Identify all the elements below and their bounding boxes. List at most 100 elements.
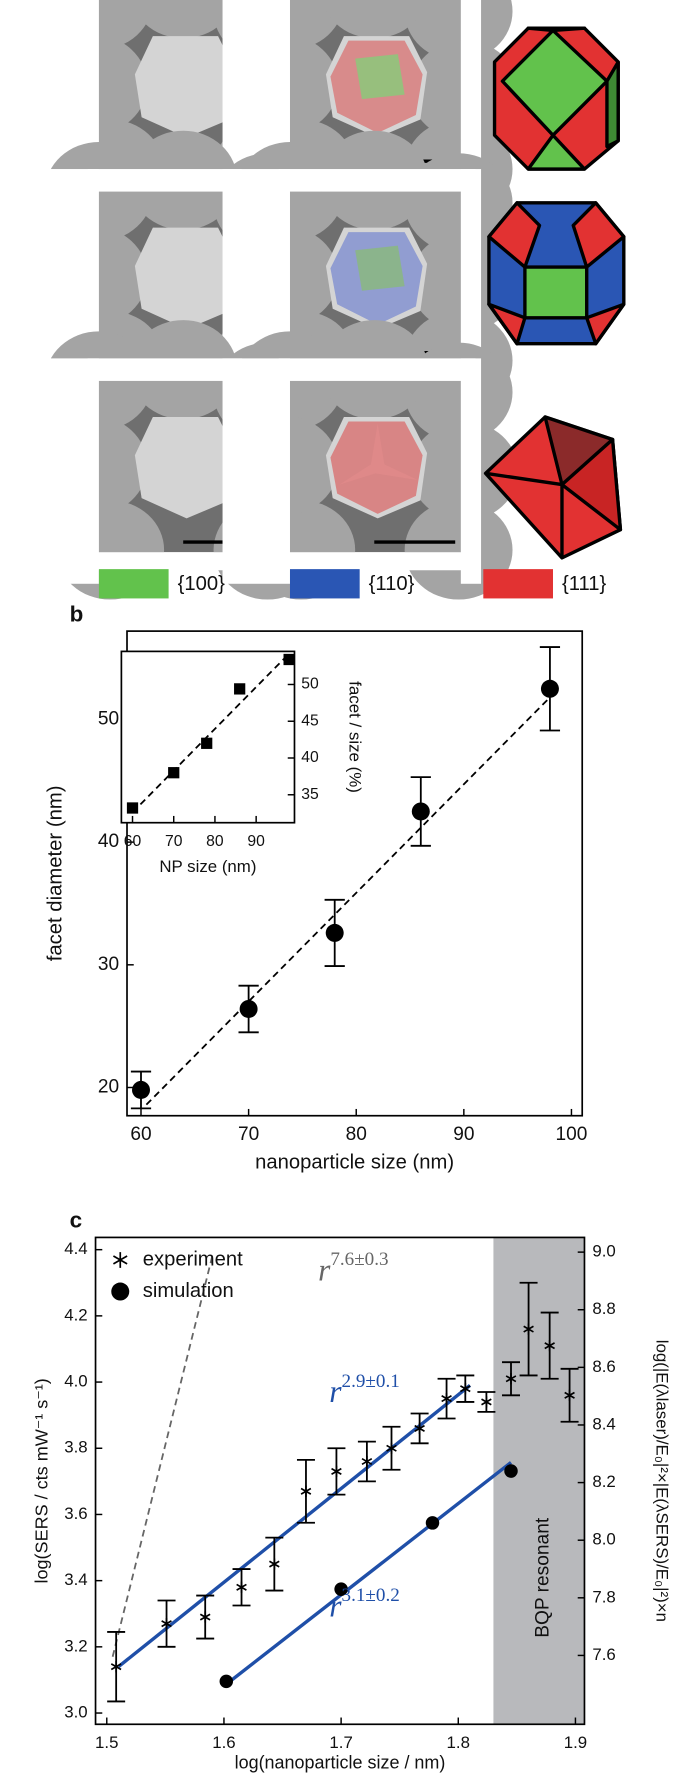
particle — [134, 227, 237, 330]
facet-overlay-center — [355, 245, 405, 291]
y-tick-label: 4.0 — [64, 1372, 87, 1391]
data-point — [540, 679, 559, 698]
y2-tick-label: 8.6 — [592, 1357, 615, 1376]
annotation-exponent: 2.9±0.1 — [342, 1371, 400, 1392]
annotation: r2.9±0.1 — [329, 1371, 399, 1409]
shade-label: BQP resonant — [533, 1517, 554, 1638]
polyhedron-facet — [523, 265, 589, 320]
legend-swatch — [483, 569, 553, 599]
x-tick-label: 1.8 — [447, 1733, 470, 1752]
annotation: r7.6±0.3 — [318, 1249, 388, 1287]
data-point — [132, 1080, 150, 1099]
x-tick-label: 1.5 — [95, 1733, 118, 1752]
polyhedron-facet — [560, 437, 623, 532]
y2-tick-label: 7.8 — [592, 1587, 615, 1606]
annotation-exponent: 7.6±0.3 — [330, 1249, 388, 1270]
data-point — [414, 1422, 425, 1435]
data-point — [219, 1674, 234, 1689]
neighbor-particle — [321, 0, 427, 39]
legend-label: {110} — [369, 573, 415, 595]
legend-swatch — [289, 569, 360, 599]
data-point — [325, 923, 344, 942]
data-point — [334, 1582, 348, 1596]
data-point — [331, 1465, 342, 1478]
data-point — [411, 802, 430, 821]
y-tick-label: 4.4 — [64, 1239, 87, 1258]
panel-label: c — [70, 1208, 82, 1233]
annotation-base: r — [329, 1374, 342, 1409]
data-point — [441, 1392, 452, 1405]
data-point — [168, 767, 180, 779]
x-tick-label: 70 — [238, 1124, 259, 1145]
annotation-base: r — [318, 1253, 331, 1288]
fit-line — [225, 1461, 513, 1686]
sem-clip-top — [278, 169, 476, 192]
x-tick-label: 90 — [453, 1124, 474, 1145]
x-tick-label: 60 — [130, 1124, 151, 1145]
y-tick-label: 50 — [301, 676, 319, 693]
y-tick-label: 3.6 — [64, 1504, 87, 1523]
y2-tick-label: 7.6 — [592, 1645, 615, 1664]
data-point — [523, 1323, 534, 1335]
x-axis-label: nanoparticle size (nm) — [255, 1151, 454, 1173]
y-axis-label: facet diameter (nm) — [45, 786, 67, 962]
data-point — [361, 1455, 373, 1468]
legend-label: {100} — [178, 573, 225, 595]
y2-tick-label: 8.8 — [592, 1299, 615, 1318]
x-tick-label: 1.9 — [564, 1733, 587, 1752]
polyhedron-facet — [585, 302, 626, 346]
data-point — [505, 1373, 517, 1385]
y2-tick-label: 8.2 — [592, 1472, 615, 1491]
legend-label: simulation — [143, 1280, 234, 1302]
annotation-base: r — [329, 1589, 342, 1624]
facet-overlay-center — [355, 54, 405, 100]
fit-line — [131, 652, 290, 814]
polyhedron-facet — [487, 201, 542, 269]
data-point — [481, 1396, 492, 1408]
particle — [134, 416, 237, 519]
data-point — [236, 1581, 247, 1593]
y-tick-label: 3.2 — [64, 1636, 87, 1655]
polyhedron-facet — [571, 201, 626, 269]
data-point — [283, 653, 295, 666]
polyhedron-facet — [526, 26, 587, 33]
data-point — [544, 1340, 555, 1352]
y2-axis-label: log(|E(λlaser)/E₀|²×|E(λSERS)/E₀|²)×n — [652, 1340, 671, 1622]
plot-frame — [94, 1236, 586, 1726]
x-tick-label: 100 — [556, 1124, 588, 1145]
fit-line — [145, 696, 551, 1106]
legend-label: experiment — [143, 1248, 243, 1270]
y-tick-label: 35 — [301, 786, 319, 803]
micrograph — [222, 320, 519, 600]
data-point — [201, 737, 213, 749]
fit-line — [111, 1256, 214, 1657]
sem-clip-right — [460, 169, 482, 395]
sem-clip-left — [222, 358, 290, 584]
polyhedron-facet — [526, 133, 587, 171]
data-point — [269, 1558, 280, 1570]
legend-marker — [111, 1282, 130, 1301]
y-tick-label: 40 — [98, 831, 119, 852]
data-point — [126, 802, 139, 814]
x-tick-label: 60 — [124, 833, 142, 850]
x-tick-label: 1.6 — [212, 1733, 235, 1752]
sem-clip-right — [460, 358, 482, 584]
data-point — [239, 999, 258, 1018]
sem-clip-bottom — [278, 552, 476, 571]
data-point — [234, 683, 246, 695]
y-axis-label: facet / size (%) — [346, 681, 365, 793]
y-tick-label: 20 — [98, 1077, 119, 1098]
y-axis-label: log(SERS / cts mW⁻¹ s⁻¹) — [31, 1378, 51, 1583]
data-point — [161, 1618, 172, 1630]
y-tick-label: 45 — [301, 712, 319, 729]
y-tick-label: 4.2 — [64, 1305, 87, 1324]
legend-label: {111} — [562, 573, 606, 595]
shaded-region — [493, 1237, 585, 1725]
annotation: r3.1±0.2 — [329, 1585, 399, 1623]
sem-clip-top — [278, 358, 476, 381]
x-tick-label: 1.7 — [329, 1733, 352, 1752]
data-point — [300, 1485, 312, 1497]
x-axis-label: NP size (nm) — [159, 857, 256, 876]
fit-line — [117, 1384, 472, 1669]
